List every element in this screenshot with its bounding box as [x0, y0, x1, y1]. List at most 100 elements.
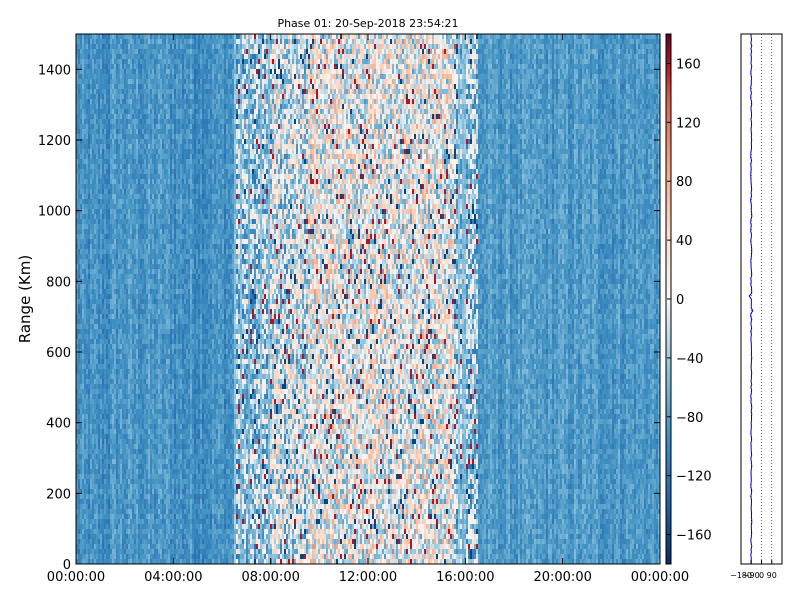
heatmap-cell	[126, 269, 129, 275]
heatmap-cell	[106, 254, 109, 260]
heatmap-cell	[128, 214, 131, 220]
heatmap-cell	[86, 139, 89, 145]
heatmap-cell	[158, 499, 161, 505]
heatmap-cell	[164, 274, 167, 280]
heatmap-cell	[164, 89, 167, 95]
heatmap-cell	[168, 464, 171, 470]
heatmap-cell	[142, 289, 145, 295]
heatmap-cell	[168, 74, 171, 80]
heatmap-cell	[78, 149, 81, 155]
heatmap-cell	[96, 219, 99, 225]
heatmap-cell	[148, 304, 151, 310]
heatmap-cell	[118, 199, 121, 205]
heatmap-cell	[142, 49, 145, 55]
heatmap-cell	[120, 94, 123, 100]
heatmap-cell	[130, 389, 133, 395]
heatmap-cell	[162, 94, 165, 100]
heatmap-cell	[166, 399, 169, 405]
heatmap-cell	[164, 59, 167, 65]
heatmap-cell	[102, 209, 105, 215]
heatmap-cell	[92, 424, 95, 430]
heatmap-cell	[78, 359, 81, 365]
heatmap-cell	[114, 154, 117, 160]
heatmap-cell	[92, 54, 95, 60]
heatmap-cell	[124, 429, 127, 435]
heatmap-cell	[80, 474, 83, 480]
heatmap-cell	[148, 129, 151, 135]
heatmap-cell	[98, 284, 101, 290]
heatmap-cell	[156, 359, 159, 365]
heatmap-cell	[156, 414, 159, 420]
heatmap-cell	[76, 134, 79, 140]
heatmap-cell	[124, 169, 127, 175]
heatmap-cell	[146, 74, 149, 80]
heatmap-cell	[120, 479, 123, 485]
heatmap-cell	[130, 419, 133, 425]
heatmap-cell	[88, 289, 91, 295]
heatmap-cell	[134, 369, 137, 375]
heatmap-cell	[106, 469, 109, 475]
heatmap-cell	[152, 359, 155, 365]
heatmap-cell	[90, 364, 93, 370]
heatmap-cell	[104, 174, 107, 180]
heatmap-cell	[150, 64, 153, 70]
heatmap-cell	[118, 474, 121, 480]
heatmap-cell	[150, 479, 153, 485]
heatmap-cell	[168, 204, 171, 210]
heatmap-cell	[94, 464, 97, 470]
heatmap-cell	[160, 424, 163, 430]
heatmap-cell	[150, 204, 153, 210]
heatmap-cell	[128, 389, 131, 395]
heatmap-cell	[140, 159, 143, 165]
heatmap-cell	[152, 274, 155, 280]
heatmap-cell	[96, 229, 99, 235]
heatmap-cell	[118, 139, 121, 145]
heatmap-cell	[90, 149, 93, 155]
heatmap-cell	[152, 114, 155, 120]
heatmap-cell	[90, 514, 93, 520]
heatmap-cell	[100, 244, 103, 250]
heatmap-cell	[158, 424, 161, 430]
heatmap-cell	[92, 119, 95, 125]
heatmap-cell	[96, 309, 99, 315]
heatmap-cell	[128, 259, 131, 265]
heatmap-cell	[90, 214, 93, 220]
heatmap-cell	[154, 309, 157, 315]
heatmap-cell	[122, 199, 125, 205]
heatmap-cell	[80, 299, 83, 305]
heatmap-cell	[84, 134, 87, 140]
heatmap-cell	[96, 369, 99, 375]
heatmap-cell	[114, 519, 117, 525]
heatmap-cell	[102, 139, 105, 145]
heatmap-cell	[84, 364, 87, 370]
heatmap-cell	[144, 119, 147, 125]
heatmap-cell	[104, 299, 107, 305]
heatmap-cell	[152, 329, 155, 335]
heatmap-cell	[104, 244, 107, 250]
heatmap-cell	[168, 469, 171, 475]
heatmap-cell	[96, 64, 99, 70]
heatmap-cell	[152, 319, 155, 325]
heatmap-cell	[78, 494, 81, 500]
heatmap-cell	[90, 504, 93, 510]
heatmap-cell	[144, 279, 147, 285]
heatmap-cell	[98, 34, 101, 40]
heatmap-cell	[118, 44, 121, 50]
heatmap-cell	[80, 374, 83, 380]
heatmap-cell	[138, 264, 141, 270]
heatmap-cell	[126, 504, 129, 510]
heatmap-cell	[112, 149, 115, 155]
heatmap-cell	[114, 404, 117, 410]
heatmap-cell	[120, 399, 123, 405]
heatmap-cell	[146, 304, 149, 310]
heatmap-cell	[108, 134, 111, 140]
heatmap-cell	[140, 559, 143, 565]
heatmap-cell	[112, 209, 115, 215]
heatmap-cell	[132, 89, 135, 95]
heatmap-cell	[108, 344, 111, 350]
heatmap-cell	[100, 384, 103, 390]
heatmap-cell	[158, 189, 161, 195]
heatmap-cell	[114, 209, 117, 215]
heatmap-cell	[138, 434, 141, 440]
heatmap-cell	[132, 329, 135, 335]
